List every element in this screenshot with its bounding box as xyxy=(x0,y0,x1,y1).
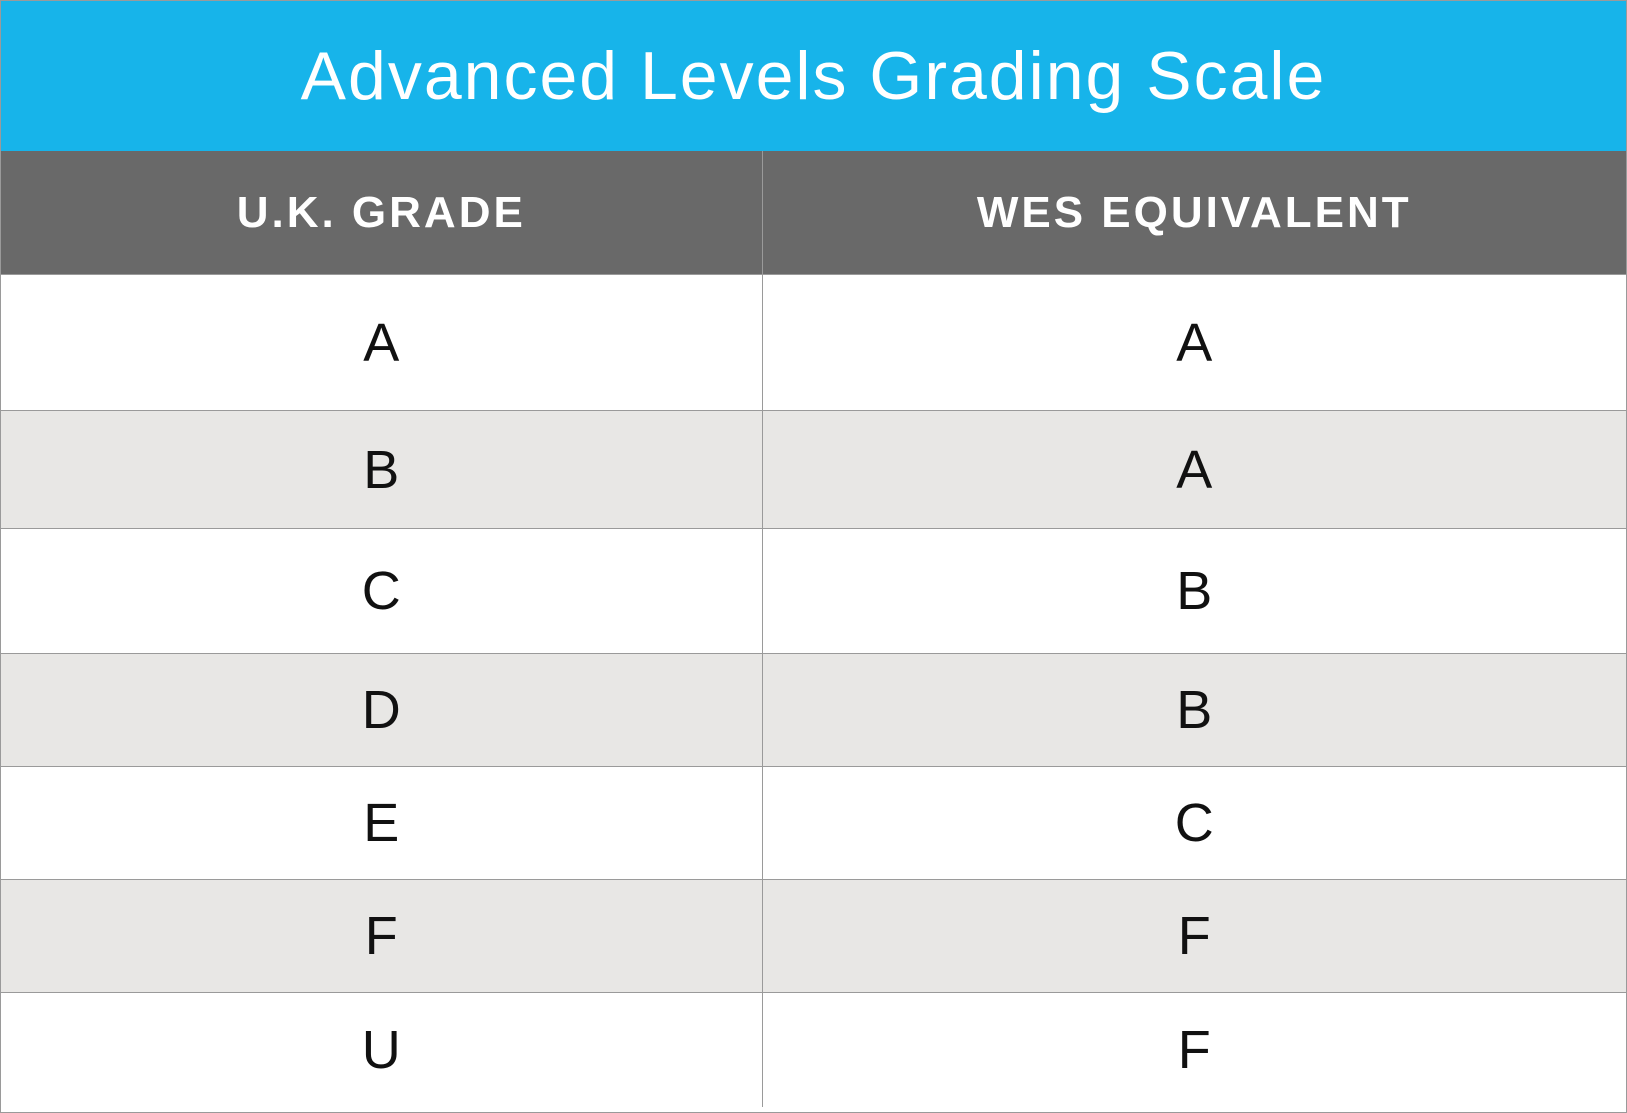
column-header-wes-equivalent: WES EQUIVALENT xyxy=(762,151,1626,275)
uk-grade-cell: B xyxy=(1,410,763,529)
page-title: Advanced Levels Grading Scale xyxy=(1,1,1626,151)
wes-equivalent-cell: F xyxy=(762,992,1626,1107)
table-body: A A B A C B D B E C F F xyxy=(1,274,1626,1107)
header-row: U.K. GRADE WES EQUIVALENT xyxy=(1,151,1626,275)
uk-grade-cell: F xyxy=(1,879,763,993)
table-row: E C xyxy=(1,766,1626,880)
wes-equivalent-cell: C xyxy=(762,766,1626,880)
wes-equivalent-cell: B xyxy=(762,653,1626,767)
wes-equivalent-cell: F xyxy=(762,879,1626,993)
uk-grade-cell: A xyxy=(1,274,763,411)
uk-grade-cell: E xyxy=(1,766,763,880)
table-row: B A xyxy=(1,410,1626,529)
table-row: A A xyxy=(1,274,1626,411)
table-header: U.K. GRADE WES EQUIVALENT xyxy=(1,151,1626,275)
grading-table: U.K. GRADE WES EQUIVALENT A A B A C B D … xyxy=(1,151,1626,1107)
column-header-uk-grade: U.K. GRADE xyxy=(1,151,763,275)
wes-equivalent-cell: A xyxy=(762,274,1626,411)
uk-grade-cell: U xyxy=(1,992,763,1107)
wes-equivalent-cell: B xyxy=(762,528,1626,654)
table-row: F F xyxy=(1,879,1626,993)
table-row: C B xyxy=(1,528,1626,654)
table-row: D B xyxy=(1,653,1626,767)
wes-equivalent-cell: A xyxy=(762,410,1626,529)
table-row: U F xyxy=(1,992,1626,1107)
uk-grade-cell: C xyxy=(1,528,763,654)
uk-grade-cell: D xyxy=(1,653,763,767)
